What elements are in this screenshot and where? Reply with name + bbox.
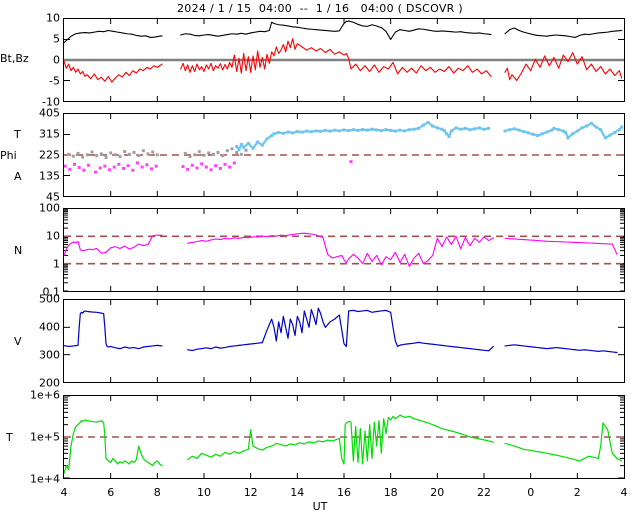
panel-3-ytick-2: 1	[4, 258, 60, 271]
x-tick-5: 14	[290, 486, 304, 499]
panel-2-ytick-3: 135	[4, 170, 60, 183]
panel-magnetic-field	[63, 18, 625, 102]
panel-phi-theta	[63, 113, 625, 197]
panel-5-ytick-2: 1e+4	[4, 473, 60, 486]
panel-4-ytick-2: 300	[4, 349, 60, 362]
panel-velocity	[63, 299, 625, 383]
page-title: 2024 / 1 / 15 04:00 -- 1 / 16 04:00 ( DS…	[0, 2, 640, 15]
panel-1-ytick-3: -5	[4, 75, 60, 88]
panel-5-ytick-0: 1e+6	[4, 389, 60, 402]
x-tick-0: 4	[61, 486, 68, 499]
panel-2-ytick-1: 315	[4, 128, 60, 141]
x-tick-10: 0	[527, 486, 534, 499]
x-tick-8: 20	[430, 486, 444, 499]
panel-4-ytick-0: 500	[4, 293, 60, 306]
x-tick-1: 6	[107, 486, 114, 499]
panel-temperature	[63, 395, 625, 479]
x-tick-6: 16	[337, 486, 351, 499]
x-tick-7: 18	[384, 486, 398, 499]
panel-4-axis-labels: V 500 400 300 200	[0, 299, 60, 383]
x-tick-3: 10	[197, 486, 211, 499]
x-axis-label: UT	[0, 500, 640, 513]
panel-1-axis-labels: Bt,Bz 10 5 0 -5 -10	[0, 18, 60, 102]
panel-density	[63, 208, 625, 292]
panel-1-ytick-0: 10	[4, 12, 60, 25]
panel-3-axis-labels: N 100 10 1 0.1	[0, 208, 60, 292]
panel-2-axis-labels: T Phi A 405 315 225 135 45	[0, 113, 60, 197]
panel-1-ytick-1: 5	[4, 33, 60, 46]
panel-2-ytick-0: 405	[4, 107, 60, 120]
panel-1-ytick-2: 0	[4, 54, 60, 67]
panel-2-ytick-2: 225	[4, 149, 60, 162]
x-tick-4: 12	[244, 486, 258, 499]
panel-4-ytick-1: 400	[4, 321, 60, 334]
x-tick-11: 2	[574, 486, 581, 499]
panel-4-ylabel: V	[14, 335, 34, 348]
panel-3-ylabel: N	[14, 244, 34, 257]
x-tick-9: 22	[477, 486, 491, 499]
panel-3-ytick-1: 10	[4, 230, 60, 243]
panel-3-ytick-0: 100	[4, 202, 60, 215]
x-tick-12: 4	[621, 486, 628, 499]
x-tick-2: 8	[154, 486, 161, 499]
panel-5-axis-labels: T 1e+6 1e+5 1e+4	[0, 395, 60, 479]
panel-5-ytick-1: 1e+5	[4, 431, 60, 444]
